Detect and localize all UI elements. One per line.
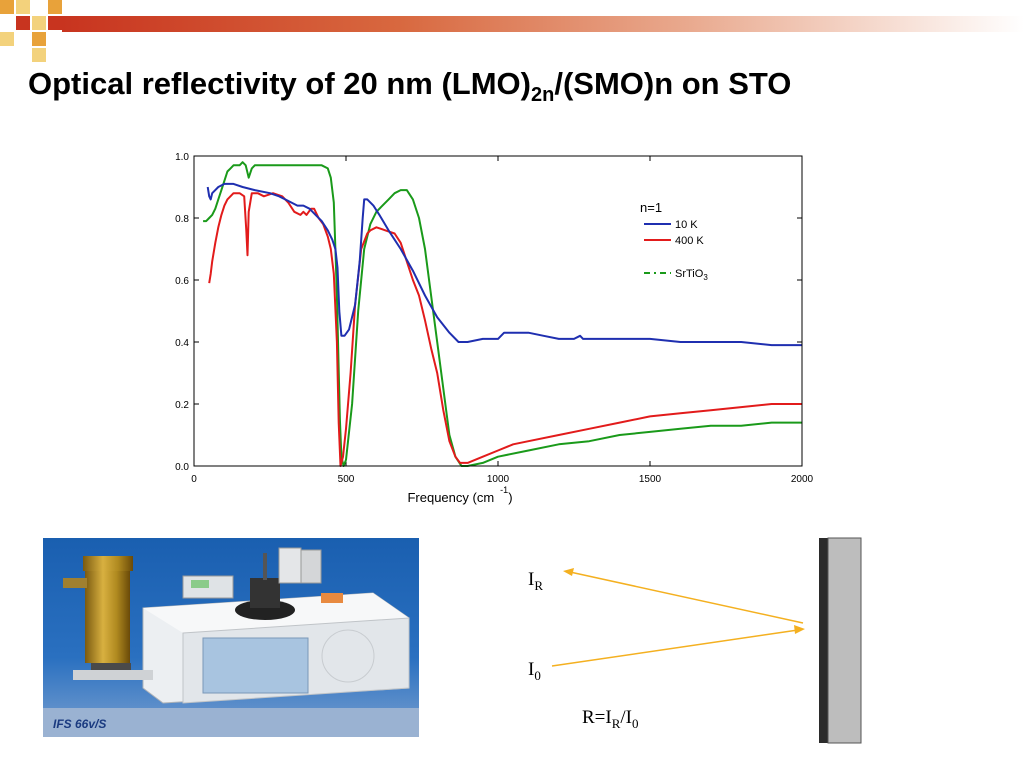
deco-square bbox=[48, 0, 62, 14]
reflectance-formula: R=IR/I0 bbox=[582, 707, 639, 731]
y-tick-label: 1.0 bbox=[175, 152, 189, 163]
x-tick-label: 500 bbox=[338, 474, 355, 485]
y-tick-label: 0.2 bbox=[175, 400, 189, 411]
i0-label: I0 bbox=[528, 659, 541, 683]
deco-square bbox=[32, 16, 46, 30]
title-subscript: 2n bbox=[530, 84, 555, 107]
spectrometer-photo: IFS 66v/S bbox=[43, 538, 419, 737]
y-tick-label: 0.0 bbox=[175, 462, 189, 473]
i0-label-main: I bbox=[528, 659, 534, 680]
deco-square bbox=[0, 32, 14, 46]
deco-square bbox=[32, 32, 46, 46]
formula-part-a: R=I bbox=[582, 707, 612, 728]
ir-label-sub: R bbox=[534, 578, 543, 593]
sample-dark-layer bbox=[819, 538, 828, 743]
tick-marks bbox=[193, 155, 803, 467]
reflection-diagram: IR I0 R=IR/I0 bbox=[528, 537, 862, 744]
legend-label-srtio3: SrTiO3 bbox=[675, 268, 708, 282]
legend-srtio3-sub: 3 bbox=[703, 273, 708, 282]
x-axis-label-main: Frequency (cm bbox=[407, 490, 494, 505]
x-tick-label: 0 bbox=[191, 474, 197, 485]
deco-square bbox=[48, 16, 62, 30]
series-line-10-k bbox=[206, 182, 802, 347]
legend: n=1 10 K 400 K SrTiO3 bbox=[640, 200, 708, 282]
sample-substrate bbox=[827, 537, 862, 744]
reflectivity-chart: 0.0 0.2 0.4 0.6 0.8 1.0 0 500 1000 1500 2000 Freq… bbox=[175, 152, 813, 505]
y-tick-label: 0.8 bbox=[175, 214, 189, 225]
series-lines bbox=[203, 161, 802, 467]
photo-caption: IFS 66v/S bbox=[53, 717, 106, 731]
legend-label-400k: 400 K bbox=[675, 235, 704, 247]
legend-srtio3-main: SrTiO bbox=[675, 268, 704, 280]
formula-sub-b: 0 bbox=[632, 716, 639, 731]
y-tick-labels: 0.0 0.2 0.4 0.6 0.8 1.0 bbox=[175, 152, 189, 473]
header-decoration bbox=[0, 0, 1024, 62]
plot-frame bbox=[193, 155, 803, 467]
incident-beam-arrowhead bbox=[794, 625, 805, 634]
spectrometer-illustration: IFS 66v/S bbox=[43, 538, 419, 737]
ir-label: IR bbox=[528, 569, 543, 593]
i0-label-sub: 0 bbox=[534, 668, 541, 683]
legend-title: n=1 bbox=[640, 200, 662, 215]
ir-label-main: I bbox=[528, 569, 534, 590]
formula-sub-a: R bbox=[612, 716, 621, 731]
legend-label-10k: 10 K bbox=[675, 219, 698, 231]
x-axis-label-end: ) bbox=[508, 490, 512, 505]
reflected-beam-arrow bbox=[569, 571, 804, 624]
title-rest: /(SMO)n on STO bbox=[554, 66, 792, 101]
series-line-srtio bbox=[203, 161, 802, 467]
y-tick-label: 0.4 bbox=[175, 338, 189, 349]
reflected-beam-arrowhead bbox=[563, 568, 574, 576]
formula-part-b: /I bbox=[620, 707, 632, 728]
series-line-400-k bbox=[208, 192, 802, 467]
deco-square bbox=[32, 48, 46, 62]
deco-square bbox=[16, 0, 30, 14]
deco-square bbox=[16, 16, 30, 30]
slide-title: Optical reflectivity of 20 nm (LMO)2n/(S… bbox=[28, 66, 1008, 107]
header-gradient-bar bbox=[62, 16, 1024, 32]
x-tick-label: 1500 bbox=[639, 474, 662, 485]
y-tick-label: 0.6 bbox=[175, 276, 189, 287]
x-tick-labels: 0 500 1000 1500 2000 bbox=[191, 474, 813, 485]
x-tick-label: 1000 bbox=[487, 474, 510, 485]
x-axis-label: Frequency (cm -1) bbox=[407, 485, 512, 505]
x-axis-label-sup: -1 bbox=[500, 485, 508, 495]
title-main: Optical reflectivity of 20 nm (LMO) bbox=[28, 66, 531, 101]
x-tick-label: 2000 bbox=[791, 474, 814, 485]
deco-square bbox=[0, 0, 14, 14]
incident-beam-arrow bbox=[551, 629, 799, 667]
